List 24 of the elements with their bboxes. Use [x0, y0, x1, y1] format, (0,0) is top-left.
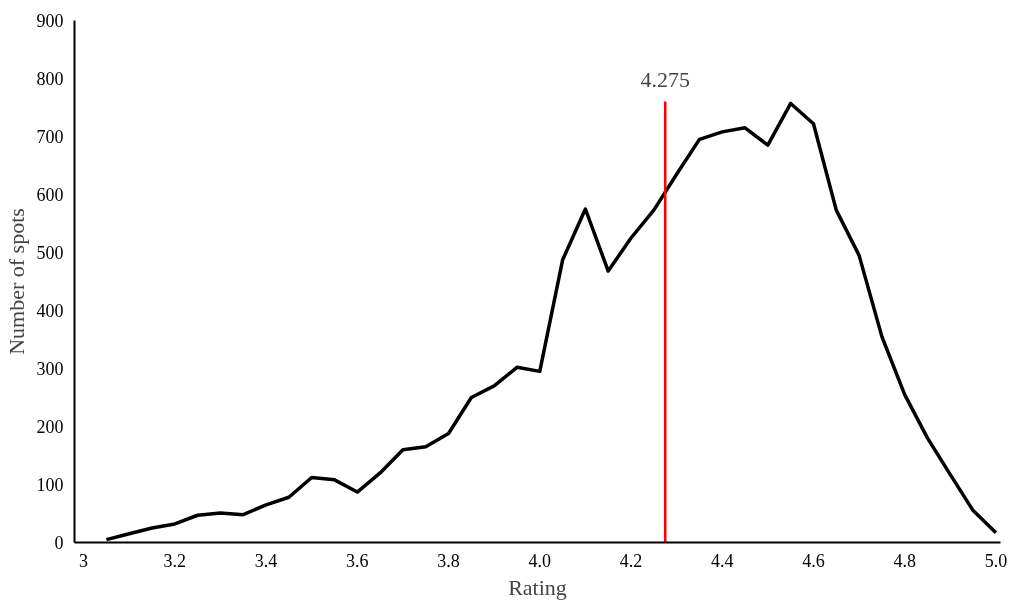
- x-tick-label: 3.4: [254, 550, 278, 571]
- y-tick-label: 100: [36, 475, 64, 495]
- ref-line-label: 4.275: [640, 67, 690, 93]
- x-tick-label: 4.6: [802, 550, 825, 571]
- x-tick-label: 3.6: [346, 550, 369, 571]
- x-tick-label: 3.8: [437, 550, 460, 571]
- y-tick-label: 900: [36, 11, 64, 31]
- y-tick-label: 200: [36, 417, 64, 437]
- y-tick-label: 700: [36, 127, 64, 147]
- y-axis-title: Number of spots: [3, 208, 29, 355]
- x-tick-label: 4.8: [893, 550, 916, 571]
- x-tick-label: 5.0: [984, 550, 1008, 571]
- x-tick-label: 4.0: [528, 550, 552, 571]
- y-tick-label: 500: [36, 243, 64, 263]
- x-tick-label: 4.4: [710, 550, 734, 571]
- y-tick-label: 0: [54, 533, 64, 553]
- x-tick-label: 3: [79, 550, 89, 571]
- x-axis-title: Rating: [508, 574, 567, 600]
- y-tick-label: 400: [36, 301, 64, 321]
- y-tick-label: 300: [36, 359, 64, 379]
- y-tick-label: 800: [36, 69, 64, 89]
- x-tick-label: 3.2: [163, 550, 187, 571]
- y-tick-label: 600: [36, 185, 64, 205]
- x-tick-label: 4.2: [619, 550, 643, 571]
